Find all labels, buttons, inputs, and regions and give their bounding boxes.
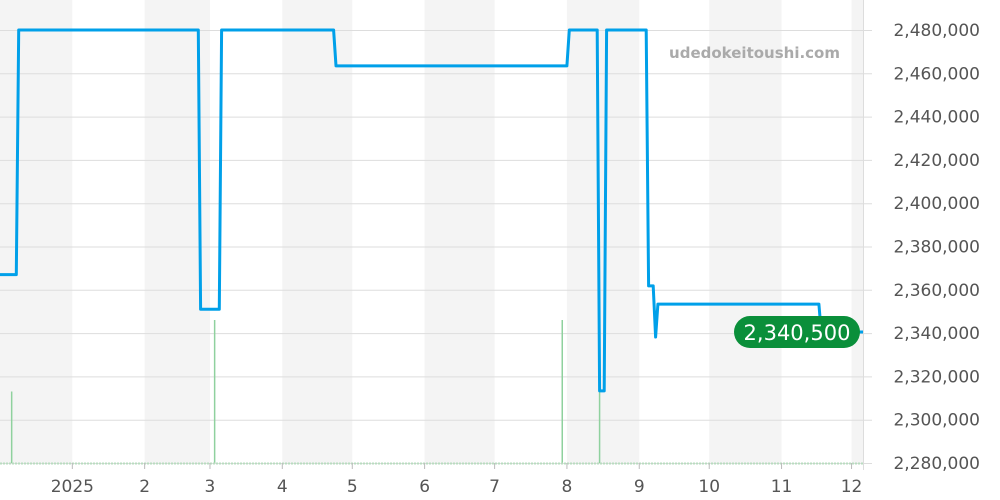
y-tick-label: 2,420,000 xyxy=(893,151,980,171)
x-tick-label: 8 xyxy=(562,477,573,497)
y-tick-label: 2,460,000 xyxy=(893,64,980,84)
y-tick-label: 2,380,000 xyxy=(893,238,980,258)
month-band xyxy=(851,0,863,463)
x-axis-labels: 2025 2 3 4 5 6 7 8 9 10 11 12 xyxy=(51,463,863,497)
watermark: udedokeitoushi.com xyxy=(669,44,840,62)
y-tick-label: 2,360,000 xyxy=(893,281,980,301)
current-value-label: 2,340,500 xyxy=(744,321,851,345)
x-tick-label: 7 xyxy=(489,477,500,497)
month-band xyxy=(566,0,640,463)
x-tick-label: 9 xyxy=(634,477,645,497)
x-tick-label: 2025 xyxy=(51,477,94,497)
y-tick-label: 2,320,000 xyxy=(893,367,980,387)
y-tick-label: 2,440,000 xyxy=(893,108,980,128)
x-tick-label: 6 xyxy=(419,477,430,497)
month-band xyxy=(424,0,495,463)
x-tick-label: 10 xyxy=(698,477,720,497)
y-tick-label: 2,300,000 xyxy=(893,411,980,431)
x-tick-label: 5 xyxy=(347,477,358,497)
month-band xyxy=(709,0,782,463)
x-tick-label: 11 xyxy=(771,477,793,497)
month-band xyxy=(0,0,73,463)
x-tick-label: 3 xyxy=(205,477,216,497)
month-bands xyxy=(0,0,863,463)
y-tick-label: 2,400,000 xyxy=(893,194,980,214)
y-tick-label: 2,340,000 xyxy=(893,324,980,344)
volume-bars xyxy=(10,320,601,463)
x-tick-label: 4 xyxy=(277,477,288,497)
y-tick-label: 2,280,000 xyxy=(893,454,980,474)
current-value-badge: 2,340,500 xyxy=(734,316,860,349)
month-band xyxy=(282,0,353,463)
x-tick-label: 12 xyxy=(841,477,863,497)
price-line xyxy=(0,28,863,393)
y-tick-label: 2,480,000 xyxy=(893,21,980,41)
x-tick-label: 2 xyxy=(139,477,150,497)
y-axis-labels: 2,480,000 2,460,000 2,440,000 2,420,000 2,40… xyxy=(893,21,980,474)
